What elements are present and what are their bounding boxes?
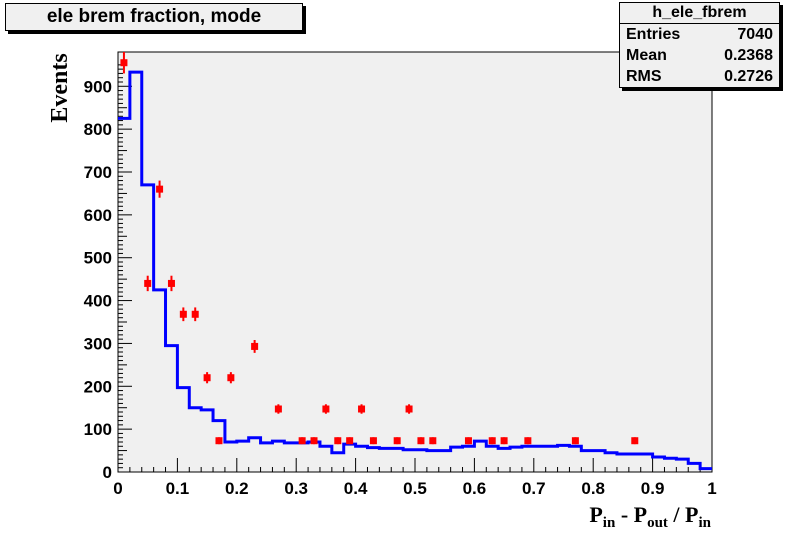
data-point [429,437,437,445]
point-marker [500,437,508,445]
data-point [322,404,330,414]
point-marker [274,405,282,413]
data-point [191,307,199,322]
x-tick-label: 0.4 [344,479,368,498]
x-tick-label: 0.2 [225,479,249,498]
plot-frame [117,51,713,473]
data-point [417,437,425,445]
data-point [524,437,532,445]
point-marker [144,279,152,287]
point-marker [298,437,306,445]
y-tick-label: 700 [84,163,112,182]
data-point [179,307,187,322]
x-tick-label: 0.1 [166,479,190,498]
y-tick-label: 100 [84,420,112,439]
point-marker [120,59,128,67]
data-point [405,404,413,414]
stats-box: h_ele_fbrem Entries 7040 Mean 0.2368 RMS… [619,2,780,88]
point-marker [167,279,175,287]
point-marker [191,310,199,318]
point-marker [369,437,377,445]
point-marker [156,185,164,193]
x-tick-label: 1 [707,479,716,498]
x-tick-label: 0.7 [522,479,546,498]
point-marker [227,374,235,382]
point-marker [393,437,401,445]
point-marker [310,437,318,445]
chart-title: ele brem fraction, mode [5,3,303,31]
y-tick-label: 900 [84,77,112,96]
data-point [488,437,496,445]
point-marker [203,374,211,382]
data-point [227,372,235,384]
data-point [358,404,366,414]
point-marker [571,437,579,445]
point-marker [488,437,496,445]
data-point [334,437,342,445]
data-point [571,437,579,445]
point-marker [322,405,330,413]
y-axis-title: Events [47,53,73,122]
x-tick-label: 0.5 [403,479,427,498]
x-tick-label: 0.8 [581,479,605,498]
x-tick-label: 0.3 [284,479,308,498]
stats-value: 0.2368 [724,47,773,64]
point-marker [179,310,187,318]
y-tick-label: 400 [84,292,112,311]
point-marker [215,437,223,445]
y-tick-label: 200 [84,377,112,396]
stats-label: Entries [626,26,681,43]
data-point [500,437,508,445]
stats-label: Mean [626,47,667,64]
stats-row-entries: Entries 7040 [620,24,779,45]
data-point [167,275,175,292]
point-marker [429,437,437,445]
y-tick-label: 300 [84,334,112,353]
stats-value: 0.2726 [724,68,773,85]
x-axis-title: Pin - Pout / Pin [589,502,711,531]
data-point [631,437,639,445]
point-marker [334,437,342,445]
data-point [120,52,128,74]
point-marker [524,437,532,445]
data-points [120,52,639,445]
stats-row-mean: Mean 0.2368 [620,45,779,66]
y-axis: 0 100 200 300 400 500 600 700 800 900 [84,64,132,482]
step-line-series [118,70,712,471]
point-marker [631,437,639,445]
y-tick-label: 0 [103,463,112,482]
data-point [215,437,223,445]
x-tick-label: 0.6 [463,479,487,498]
y-tick-label: 600 [84,206,112,225]
data-point [274,404,282,414]
stats-row-rms: RMS 0.2726 [620,66,779,87]
data-point [369,437,377,445]
y-tick-label: 800 [84,120,112,139]
y-tick-label: 500 [84,249,112,268]
data-point [393,437,401,445]
data-point [346,437,354,445]
x-axis: 0 0.1 0.2 0.3 0.4 0.5 0.6 0.7 0.8 0.9 1 [113,458,717,498]
point-marker [251,342,259,350]
point-marker [358,405,366,413]
data-point [251,340,259,353]
data-point [144,275,152,292]
data-point [156,180,164,198]
stats-label: RMS [626,68,662,85]
x-tick-label: 0 [113,479,122,498]
data-point [298,437,306,445]
x-tick-label: 0.9 [641,479,665,498]
stats-value: 7040 [737,26,773,43]
point-marker [405,405,413,413]
point-marker [464,437,472,445]
data-point [310,437,318,445]
data-point [203,372,211,384]
data-point [464,437,472,445]
stats-histogram-name: h_ele_fbrem [620,3,779,24]
point-marker [346,437,354,445]
point-marker [417,437,425,445]
